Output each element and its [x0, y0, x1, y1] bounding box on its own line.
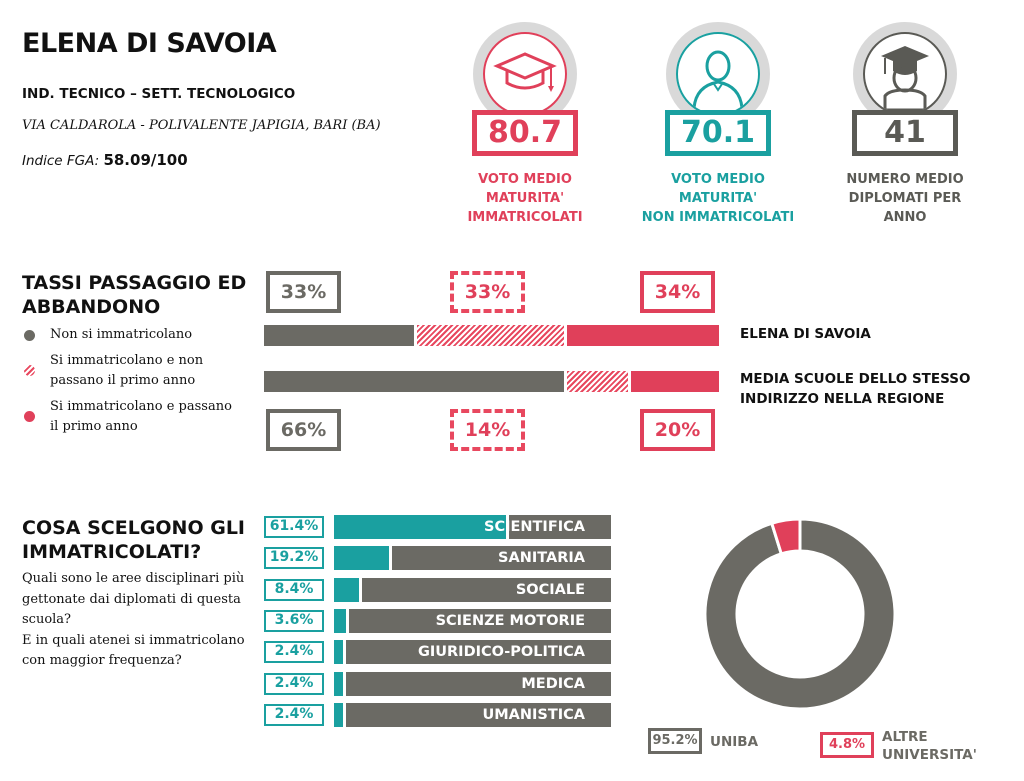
category-value: 8.4% [264, 578, 324, 601]
category-name: UMANISTICA [482, 706, 585, 723]
category-bar: UMANISTICA [334, 702, 611, 727]
passage-title: TASSI PASSAGGIO ED ABBANDONO [22, 271, 246, 319]
row-label-region: MEDIA SCUOLE DELLO STESSO INDIRIZZO NELL… [740, 369, 970, 409]
segment-enrolled-not-passed [414, 325, 564, 346]
category-name: GIURIDICO-POLITICA [417, 644, 585, 661]
category-value: 2.4% [264, 672, 324, 695]
row-label-line: MEDIA SCUOLE DELLO STESSO [740, 371, 971, 387]
passage-pct-grey: 66% [266, 409, 341, 451]
donut-slice-uniba [703, 517, 897, 711]
choices-title-line: COSA SCELGONO GLI [22, 517, 245, 539]
legend-dot-red [24, 411, 35, 422]
passage-pct-grey: 33% [266, 271, 341, 313]
category-value: 19.2% [264, 547, 324, 570]
legend-item: Si immatricolano e passano il primo anno [50, 397, 232, 437]
passage-title-line: TASSI PASSAGGIO ED [22, 272, 247, 294]
choices-title-line: IMMATRICOLATI? [22, 541, 202, 563]
kpi-label: VOTO MEDIO MATURITA' NON IMMATRICOLATI [638, 170, 798, 227]
kpi-label: VOTO MEDIO MATURITA' IMMATRICOLATI [445, 170, 605, 227]
category-name: SANITARIA [498, 550, 585, 567]
category-bar-fill [334, 577, 362, 602]
category-bar-fill [334, 671, 346, 696]
category-name: SCIENTIFICA [484, 519, 585, 535]
fga-label: Indice FGA: [22, 153, 100, 169]
donut-label-uniba: UNIBA [710, 734, 759, 750]
kpi-label-line: VOTO MEDIO MATURITA' [478, 172, 572, 206]
university-donut-chart [703, 517, 897, 711]
passage-title-line: ABBANDONO [22, 296, 161, 318]
category-name: SOCIALE [515, 581, 585, 598]
segment-enrolled-passed [628, 371, 719, 392]
row-label-school: ELENA DI SAVOIA [740, 326, 871, 342]
fga-value: 58.09/100 [103, 151, 188, 169]
kpi-value: 41 [852, 110, 958, 156]
category-bar: GIURIDICO-POLITICA [334, 640, 611, 665]
legend-item: Si immatricolano e non passano il primo … [50, 351, 203, 391]
category-value: 2.4% [264, 703, 324, 726]
legend-line: passano il primo anno [50, 373, 196, 388]
kpi-value: 70.1 [665, 110, 771, 156]
category-value: 61.4% [264, 516, 324, 538]
passage-pct-hatched: 14% [450, 409, 525, 451]
passage-pct-red: 34% [640, 271, 715, 313]
category-bar-fill [334, 640, 346, 665]
category-bar-fill [334, 515, 509, 539]
choices-description: Quali sono le aree disciplinari più getto… [22, 569, 245, 672]
category-bar: SCIENTIFICA [334, 515, 611, 539]
kpi-immatricolati: 80.7 VOTO MEDIO MATURITA' IMMATRICOLATI [445, 22, 605, 225]
segment-not-enrolled [264, 371, 564, 392]
legend-dot-hatched [24, 365, 35, 376]
category-value: 2.4% [264, 641, 324, 664]
kpi-non-immatricolati: 70.1 VOTO MEDIO MATURITA' NON IMMATRICOL… [638, 22, 798, 225]
choices-description-line: E in quali atenei si immatricolano [22, 632, 245, 648]
kpi-label-line: VOTO MEDIO MATURITA' [671, 172, 765, 206]
category-value: 3.6% [264, 609, 324, 632]
kpi-label-line: IMMATRICOLATI [467, 210, 583, 225]
graduation-cap-icon [483, 32, 567, 116]
category-bar-fill [334, 702, 346, 727]
donut-slice-altre [769, 517, 802, 556]
choices-description-line: gettonate dai diplomati di questa [22, 591, 241, 607]
row-label-line: INDIRIZZO NELLA REGIONE [740, 391, 945, 407]
choices-title: COSA SCELGONO GLI IMMATRICOLATI? [22, 516, 245, 564]
category-bar-fill [334, 546, 392, 571]
stacked-bar-region [264, 371, 719, 392]
fga-index: Indice FGA: 58.09/100 [22, 151, 188, 169]
segment-enrolled-not-passed [564, 371, 628, 392]
kpi-diplomati: 41 NUMERO MEDIO DIPLOMATI PER ANNO [825, 22, 985, 225]
legend-item: Non si immatricolano [50, 327, 193, 342]
choices-description-line: Quali sono le aree disciplinari più [22, 571, 245, 586]
kpi-label-line: DIPLOMATI PER ANNO [848, 191, 962, 225]
passage-pct-red: 20% [640, 409, 715, 451]
segment-not-enrolled [264, 325, 414, 346]
school-title: ELENA DI SAVOIA [22, 28, 277, 59]
choices-description-line: scuola? [22, 612, 72, 627]
legend-line: il primo anno [50, 419, 138, 434]
legend-line: Si immatricolano e non [50, 353, 204, 368]
school-address: VIA CALDAROLA - POLIVALENTE JAPIGIA, BAR… [22, 118, 381, 133]
donut-pct-uniba: 95.2% [648, 728, 702, 754]
legend-line: Si immatricolano e passano [50, 399, 232, 414]
passage-pct-hatched: 33% [450, 271, 525, 313]
school-track: IND. TECNICO – SETT. TECNOLOGICO [22, 86, 296, 102]
category-bar: SOCIALE [334, 577, 611, 602]
choices-description-line: con maggior frequenza? [22, 653, 182, 668]
legend-dot-grey [24, 330, 35, 341]
kpi-label-line: NUMERO MEDIO [846, 172, 964, 187]
donut-pct-altre: 4.8% [820, 732, 874, 758]
kpi-label: NUMERO MEDIO DIPLOMATI PER ANNO [825, 170, 985, 227]
kpi-label-line: NON IMMATRICOLATI [641, 210, 795, 225]
category-bar: SCIENZE MOTORIE [334, 608, 611, 633]
kpi-value: 80.7 [472, 110, 578, 156]
segment-enrolled-passed [564, 325, 719, 346]
donut-label-altre: ALTRE UNIVERSITA' [882, 729, 977, 763]
category-bar: SANITARIA [334, 546, 611, 571]
stacked-bar-school [264, 325, 719, 346]
graduate-person-icon [863, 32, 947, 116]
category-bar-fill [334, 608, 349, 633]
category-name: SCIENZE MOTORIE [435, 612, 585, 629]
person-icon [676, 32, 760, 116]
category-name: MEDICA [521, 675, 585, 692]
category-bar: MEDICA [334, 671, 611, 696]
